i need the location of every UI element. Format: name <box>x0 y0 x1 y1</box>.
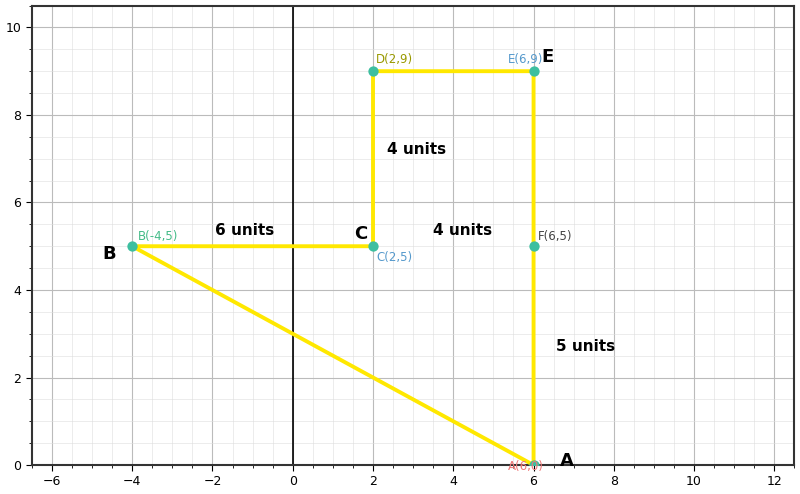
Text: 4 units: 4 units <box>434 223 492 238</box>
Text: C: C <box>354 225 367 243</box>
Point <box>366 242 379 250</box>
Text: A: A <box>560 453 574 470</box>
Point <box>366 67 379 75</box>
Point <box>527 461 540 469</box>
Text: F(6,5): F(6,5) <box>538 230 573 243</box>
Point <box>527 242 540 250</box>
Point <box>126 242 138 250</box>
Text: B: B <box>102 245 116 263</box>
Text: D(2,9): D(2,9) <box>376 53 414 66</box>
Text: 5 units: 5 units <box>556 339 614 354</box>
Text: A(6,0): A(6,0) <box>507 460 543 473</box>
Point <box>527 67 540 75</box>
Text: E: E <box>542 48 554 66</box>
Text: C(2,5): C(2,5) <box>376 251 412 264</box>
Text: E(6,9): E(6,9) <box>507 53 543 66</box>
Text: B(-4,5): B(-4,5) <box>138 230 178 243</box>
Text: 6 units: 6 units <box>215 223 274 238</box>
Text: 4 units: 4 units <box>387 142 446 157</box>
